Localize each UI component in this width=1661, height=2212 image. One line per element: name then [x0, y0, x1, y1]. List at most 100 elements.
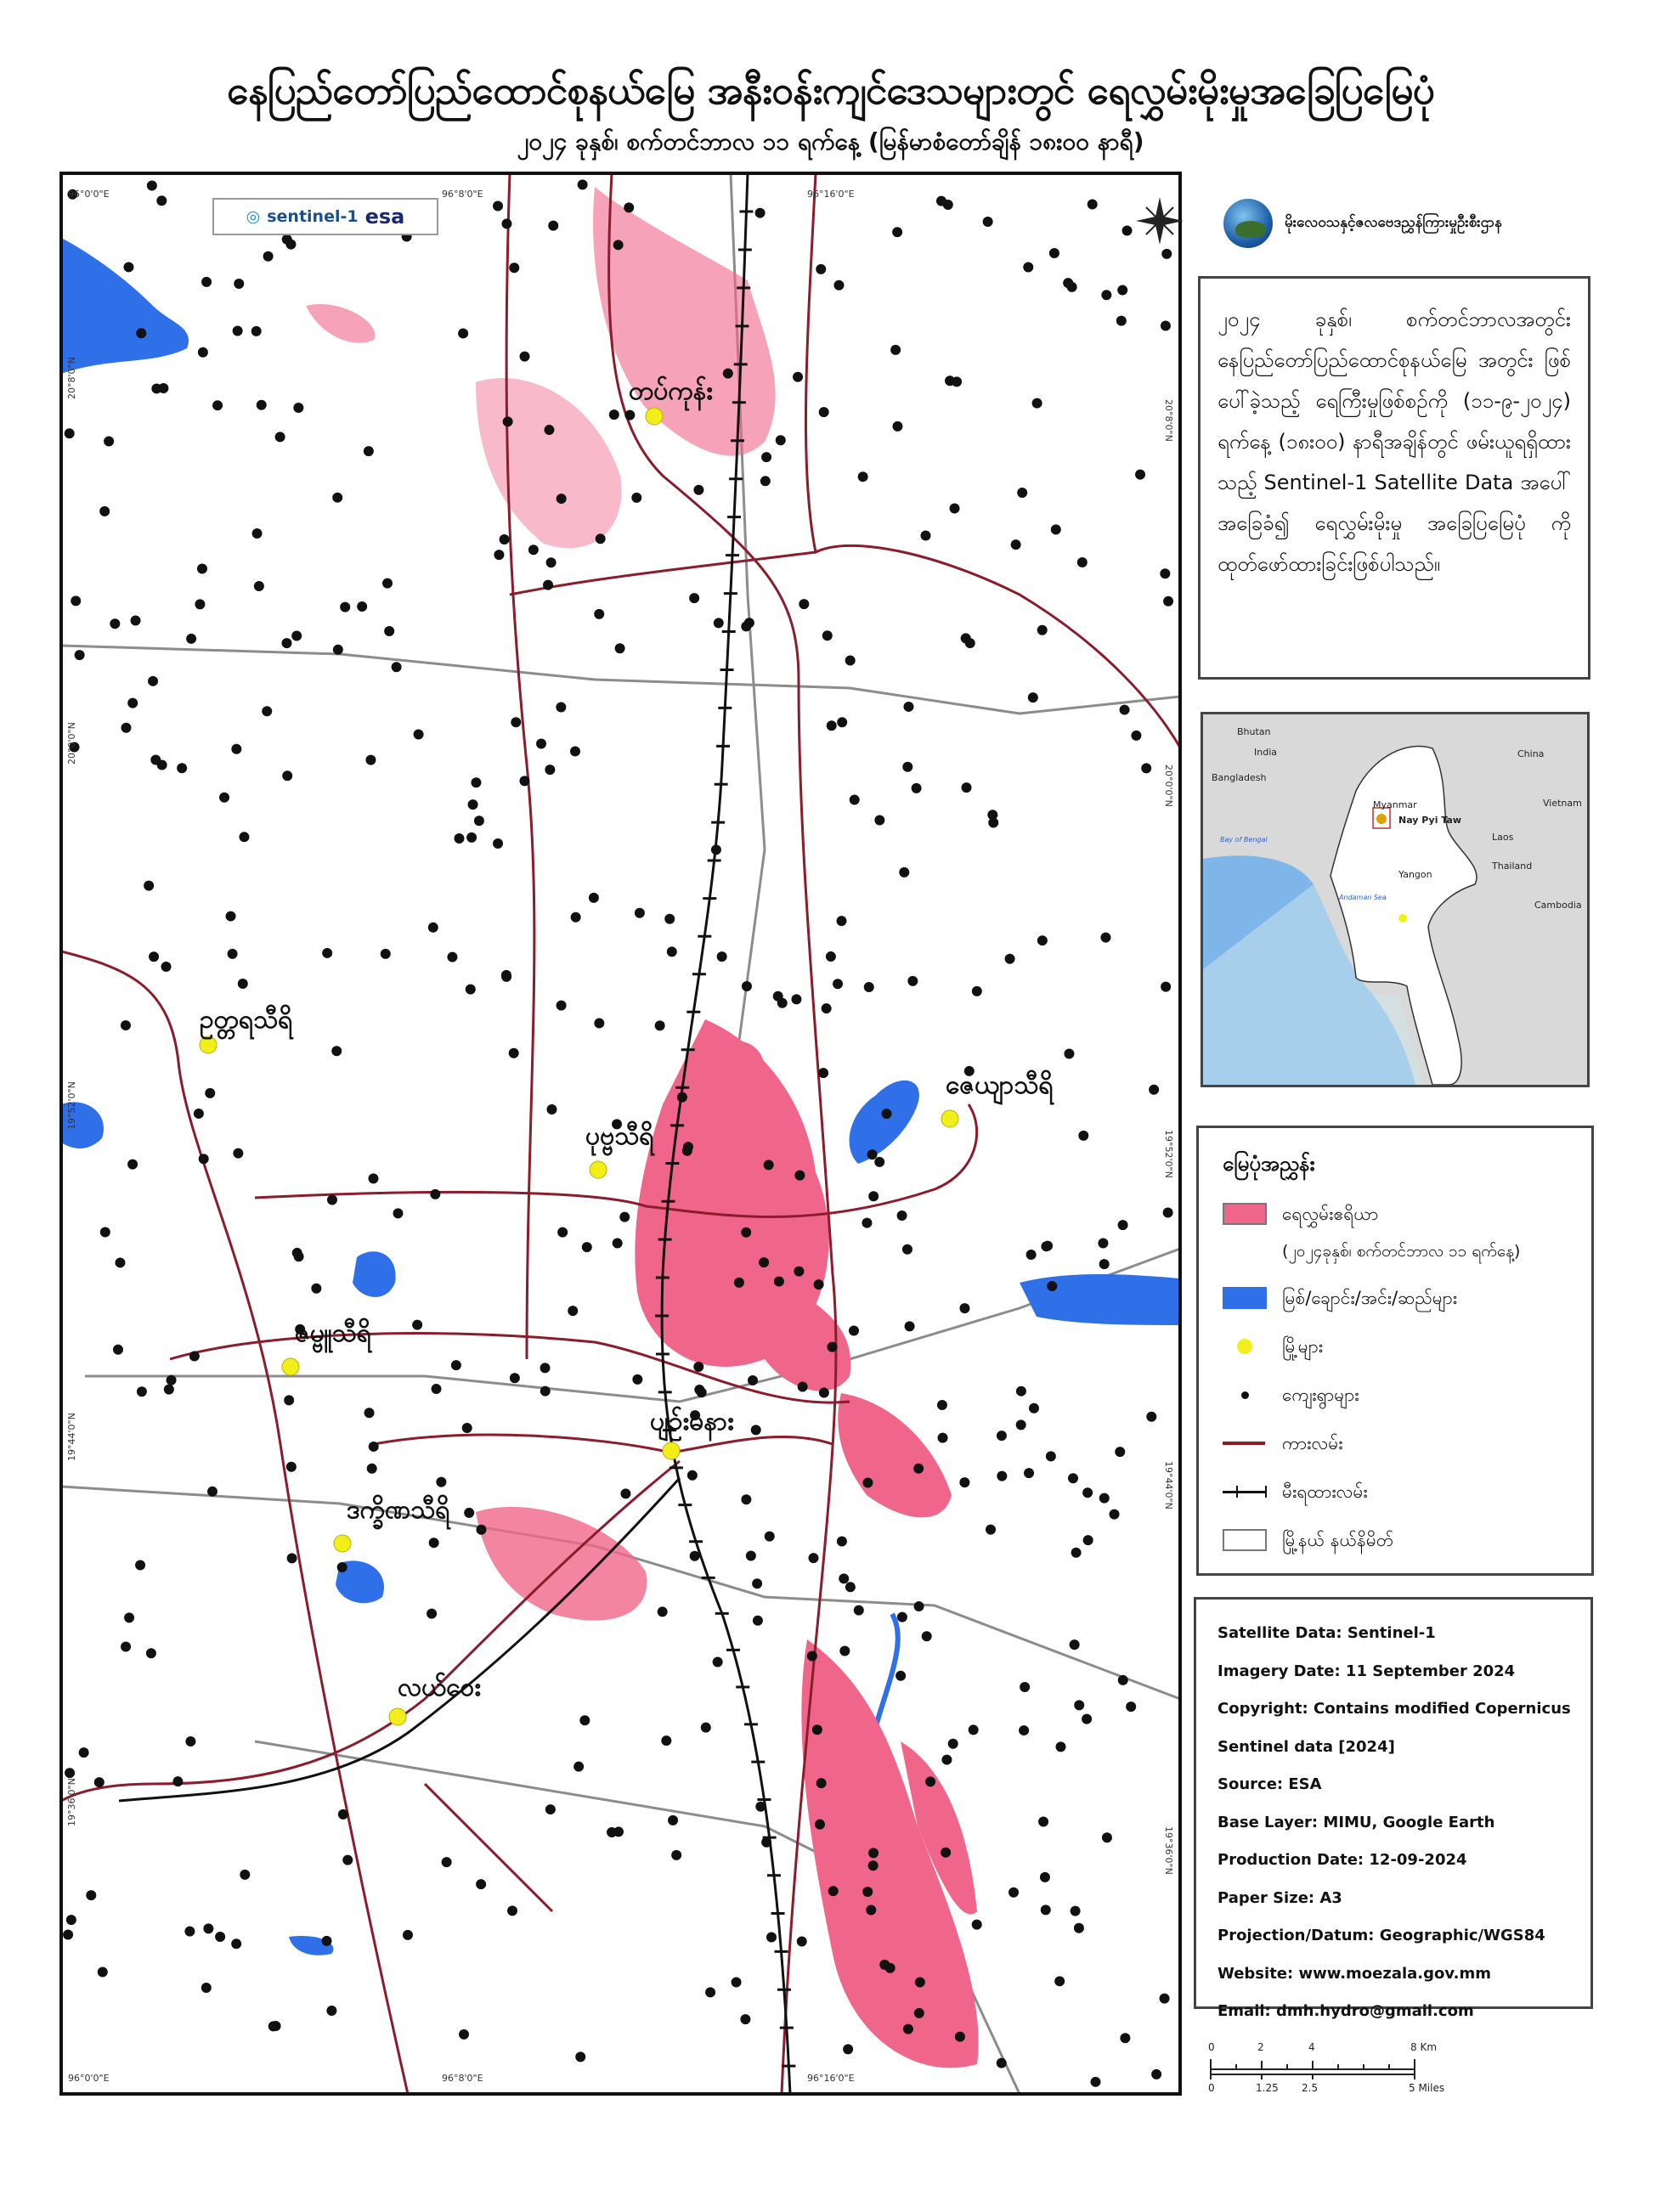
village-dot — [1017, 488, 1028, 499]
town-dot — [281, 1357, 300, 1376]
village-dot — [925, 1776, 936, 1787]
village-dot — [262, 706, 273, 717]
village-dot — [454, 832, 465, 844]
legend-item-water: မြစ်/ချောင်း/အင်း/ဆည်များ — [1223, 1287, 1568, 1313]
village-dot — [1050, 524, 1061, 535]
metadata-box: Satellite Data: Sentinel-1 Imagery Date:… — [1194, 1597, 1593, 2020]
village-dot — [740, 2014, 751, 2025]
village-dot — [413, 729, 424, 740]
legend-sublabel: (၂၀၂၄ခုနှစ်၊ စက်တင်ဘာလ ၁၁ ရက်နေ့) — [1282, 1242, 1521, 1261]
sentinel-logo-text: sentinel-1 — [267, 207, 359, 226]
village-dot — [436, 1476, 447, 1487]
village-dot — [890, 344, 901, 355]
village-dot — [368, 1173, 379, 1184]
village-dot — [1071, 1547, 1082, 1558]
village-dot — [1010, 539, 1021, 550]
water-swatch — [1223, 1287, 1267, 1309]
village-dot — [1126, 1701, 1137, 1713]
village-dot — [773, 1276, 784, 1287]
village-dot — [1064, 1048, 1075, 1059]
village-dot — [1099, 1493, 1110, 1504]
village-dot — [1025, 1249, 1037, 1260]
village-dot — [78, 1747, 89, 1758]
village-dot — [557, 1227, 568, 1238]
village-dot — [937, 1432, 948, 1443]
village-dot — [63, 1929, 74, 1940]
road-symbol-icon — [1223, 1432, 1267, 1454]
village-dot — [156, 195, 167, 206]
legend-item-villages: ကျေးရွာများ — [1223, 1384, 1568, 1410]
village-dot — [382, 578, 393, 589]
village-dot — [664, 913, 675, 924]
village-dot — [954, 2031, 965, 2042]
village-dot — [896, 1210, 907, 1221]
village-dot — [750, 1425, 761, 1436]
village-dot — [546, 1104, 557, 1115]
village-dot — [607, 1826, 618, 1837]
village-dot — [1063, 278, 1074, 289]
village-dot — [612, 1119, 623, 1130]
town-label: လယ်ဝေး — [398, 1672, 481, 1702]
village-dot — [471, 777, 482, 788]
village-dot — [239, 832, 250, 843]
village-dot — [1076, 556, 1088, 567]
village-dot — [997, 1470, 1008, 1481]
village-dot — [987, 810, 998, 821]
village-dot — [654, 1020, 665, 1031]
village-dot — [971, 1919, 982, 1930]
map-title: နေပြည်တော်ပြည်ထောင်စုနယ်မြေ အနီးဝန်းကျင်… — [227, 67, 1435, 113]
scale-mi-label: 0 — [1208, 2082, 1215, 2094]
village-dot — [536, 738, 547, 749]
town-dot — [589, 1160, 607, 1179]
village-dot — [136, 1386, 147, 1397]
village-dot — [1078, 1130, 1089, 1141]
village-dot — [1151, 2068, 1162, 2079]
village-dot — [631, 492, 642, 503]
village-dot — [1160, 568, 1171, 579]
village-dot — [1160, 320, 1171, 331]
village-dot — [577, 179, 588, 190]
village-dot — [465, 984, 476, 995]
village-dot — [467, 799, 478, 810]
village-dot — [112, 1344, 123, 1355]
village-dot — [1054, 1976, 1065, 1987]
village-dot — [941, 1754, 952, 1765]
village-dot — [441, 1857, 452, 1868]
village-dot — [913, 1463, 924, 1474]
scale-mi-label: 2.5 — [1302, 2082, 1318, 2094]
village-dot — [862, 1217, 873, 1228]
roads — [61, 173, 1180, 2094]
village-dot — [963, 1065, 975, 1076]
village-dot — [540, 1363, 551, 1374]
village-dot — [268, 2021, 279, 2032]
village-dot — [624, 409, 636, 420]
village-dot — [848, 1325, 859, 1336]
latitude-label: 20°8'0"N — [66, 357, 77, 399]
village-dot — [431, 1384, 442, 1395]
village-dot — [960, 633, 971, 644]
village-dot — [657, 1606, 668, 1617]
scale-km-label: 0 — [1208, 2041, 1215, 2053]
village-dot — [1027, 692, 1038, 703]
village-dot — [1101, 290, 1112, 301]
village-dot — [548, 220, 559, 231]
village-dot — [544, 425, 555, 436]
town-dot — [388, 1707, 407, 1726]
village-dot — [862, 1886, 873, 1897]
village-dot — [1135, 469, 1146, 480]
village-dot — [902, 2023, 913, 2034]
village-dot — [741, 1227, 752, 1238]
village-dot — [340, 601, 351, 612]
village-dot — [614, 643, 625, 654]
village-dot — [1119, 704, 1130, 715]
village-dot — [1023, 262, 1034, 273]
village-dot — [694, 1385, 705, 1396]
village-dot — [69, 742, 80, 753]
village-dot — [136, 328, 147, 339]
village-dot — [240, 1869, 251, 1880]
village-dot — [1121, 225, 1133, 236]
agency-logo-icon — [1223, 199, 1273, 248]
village-dot — [97, 1967, 108, 1978]
town-dot — [199, 1035, 218, 1054]
